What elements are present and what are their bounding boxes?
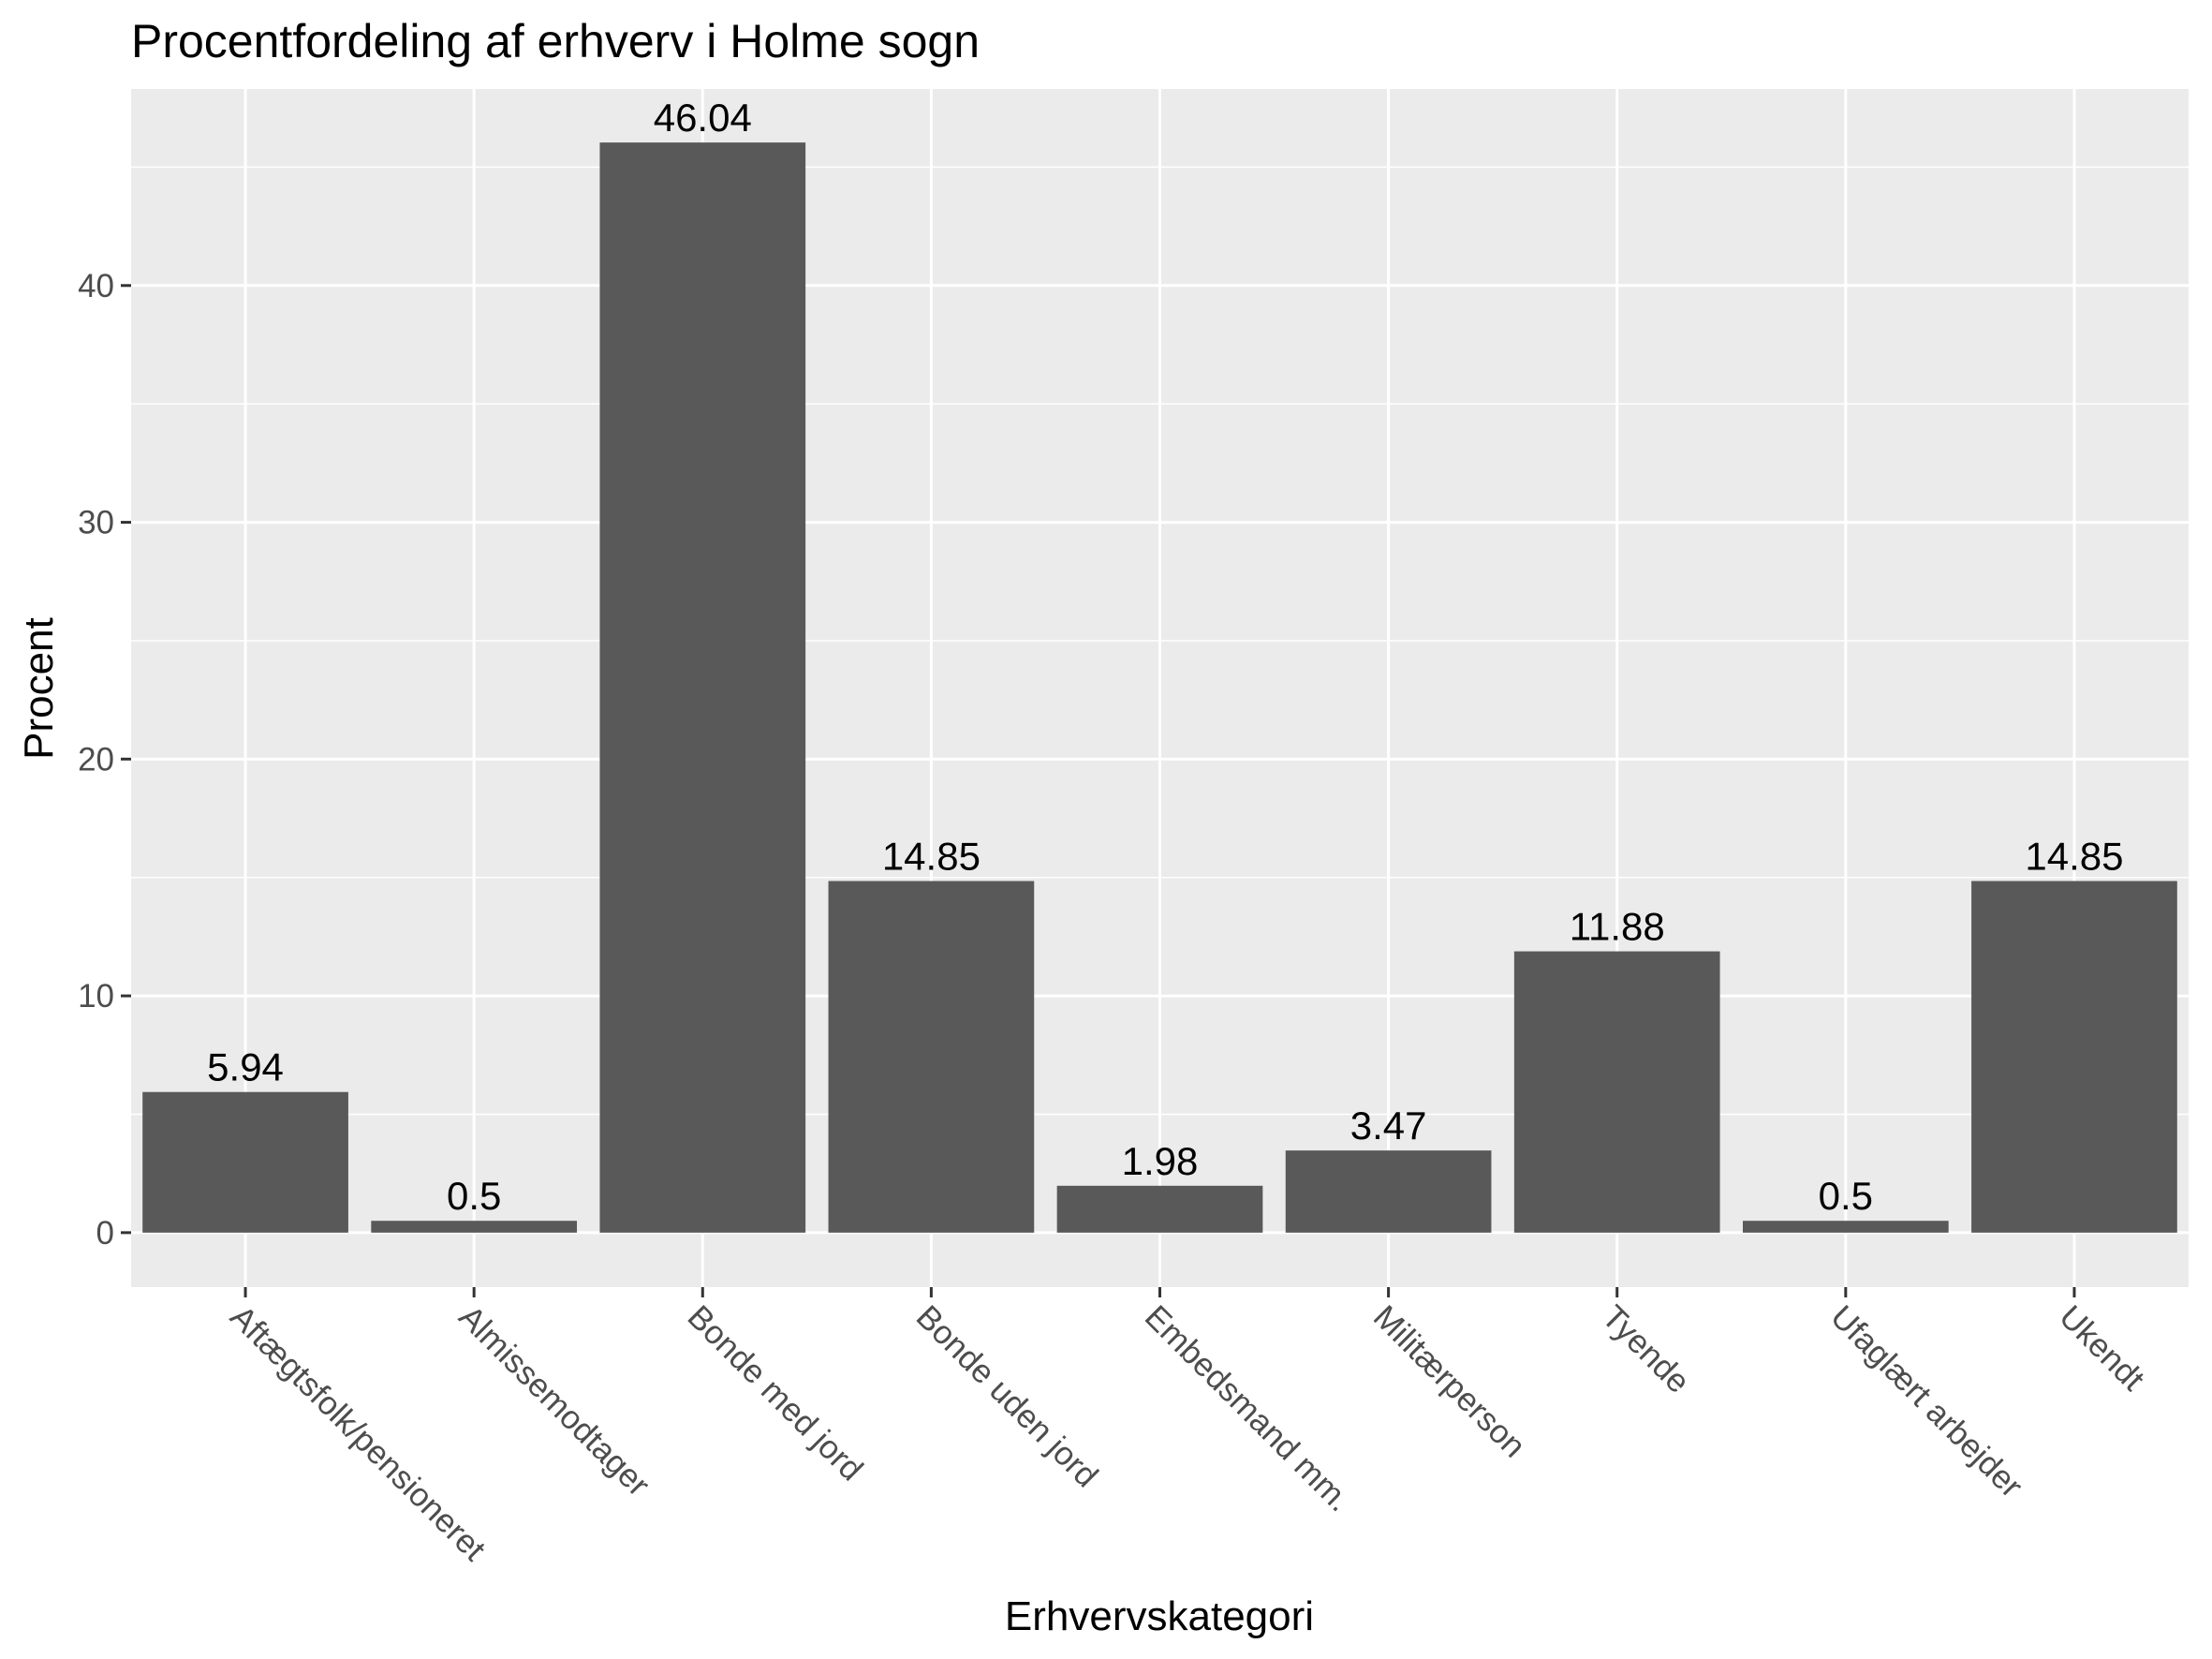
data-label: 46.04 [654,96,752,140]
data-label: 14.85 [882,835,981,879]
data-label: 0.5 [447,1174,501,1218]
bar [142,1091,348,1233]
data-label: 1.98 [1122,1139,1199,1183]
bar [828,881,1035,1233]
data-label: 0.5 [1819,1174,1873,1218]
data-label: 5.94 [207,1045,284,1089]
y-tick-label: 0 [96,1215,114,1252]
y-tick-label: 40 [78,268,114,304]
x-axis-title: Erhvervskategori [1005,1593,1314,1639]
bar [1742,1221,1949,1233]
y-tick-label: 30 [78,505,114,541]
y-tick-label: 10 [78,978,114,1015]
y-tick-label: 20 [78,741,114,778]
bar [1971,881,2177,1233]
data-label: 14.85 [2025,835,2123,879]
bars [142,142,2177,1233]
y-axis: 0 10 20 30 40 [78,268,131,1252]
bar [371,1221,578,1233]
bar [1513,951,1720,1233]
data-label: 3.47 [1350,1104,1427,1148]
chart-title: Procentfordeling af erhverv i Holme sogn [131,15,980,67]
data-labels: 5.94 0.5 46.04 14.85 1.98 3.47 11.88 0.5 14.85 [207,96,2123,1218]
y-axis-title: Procent [16,617,62,760]
bar [1056,1185,1263,1233]
data-label: 11.88 [1570,905,1665,949]
bar [1285,1150,1492,1233]
bar [599,142,806,1233]
